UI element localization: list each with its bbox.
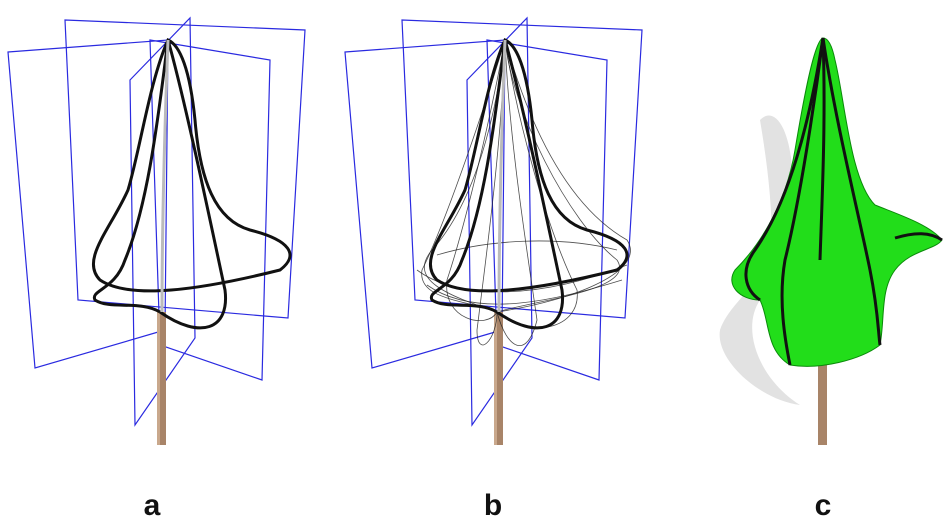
panel-a [8,18,305,445]
panel-c [720,38,942,445]
panel-b [345,18,642,445]
panel-label: b [484,489,502,522]
panel-label: c [815,489,832,522]
figure: a b c [0,0,944,525]
panel-label: a [144,489,161,522]
